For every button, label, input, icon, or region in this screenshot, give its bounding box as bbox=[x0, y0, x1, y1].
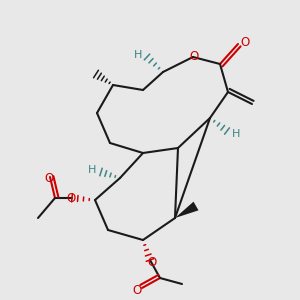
Text: H: H bbox=[134, 50, 142, 60]
Text: O: O bbox=[132, 284, 142, 298]
Text: O: O bbox=[66, 191, 76, 205]
Text: O: O bbox=[189, 50, 199, 62]
Text: H: H bbox=[232, 129, 240, 139]
Text: O: O bbox=[44, 172, 54, 184]
Text: O: O bbox=[147, 256, 157, 268]
Polygon shape bbox=[175, 202, 199, 218]
Text: H: H bbox=[88, 165, 96, 175]
Text: O: O bbox=[240, 35, 250, 49]
